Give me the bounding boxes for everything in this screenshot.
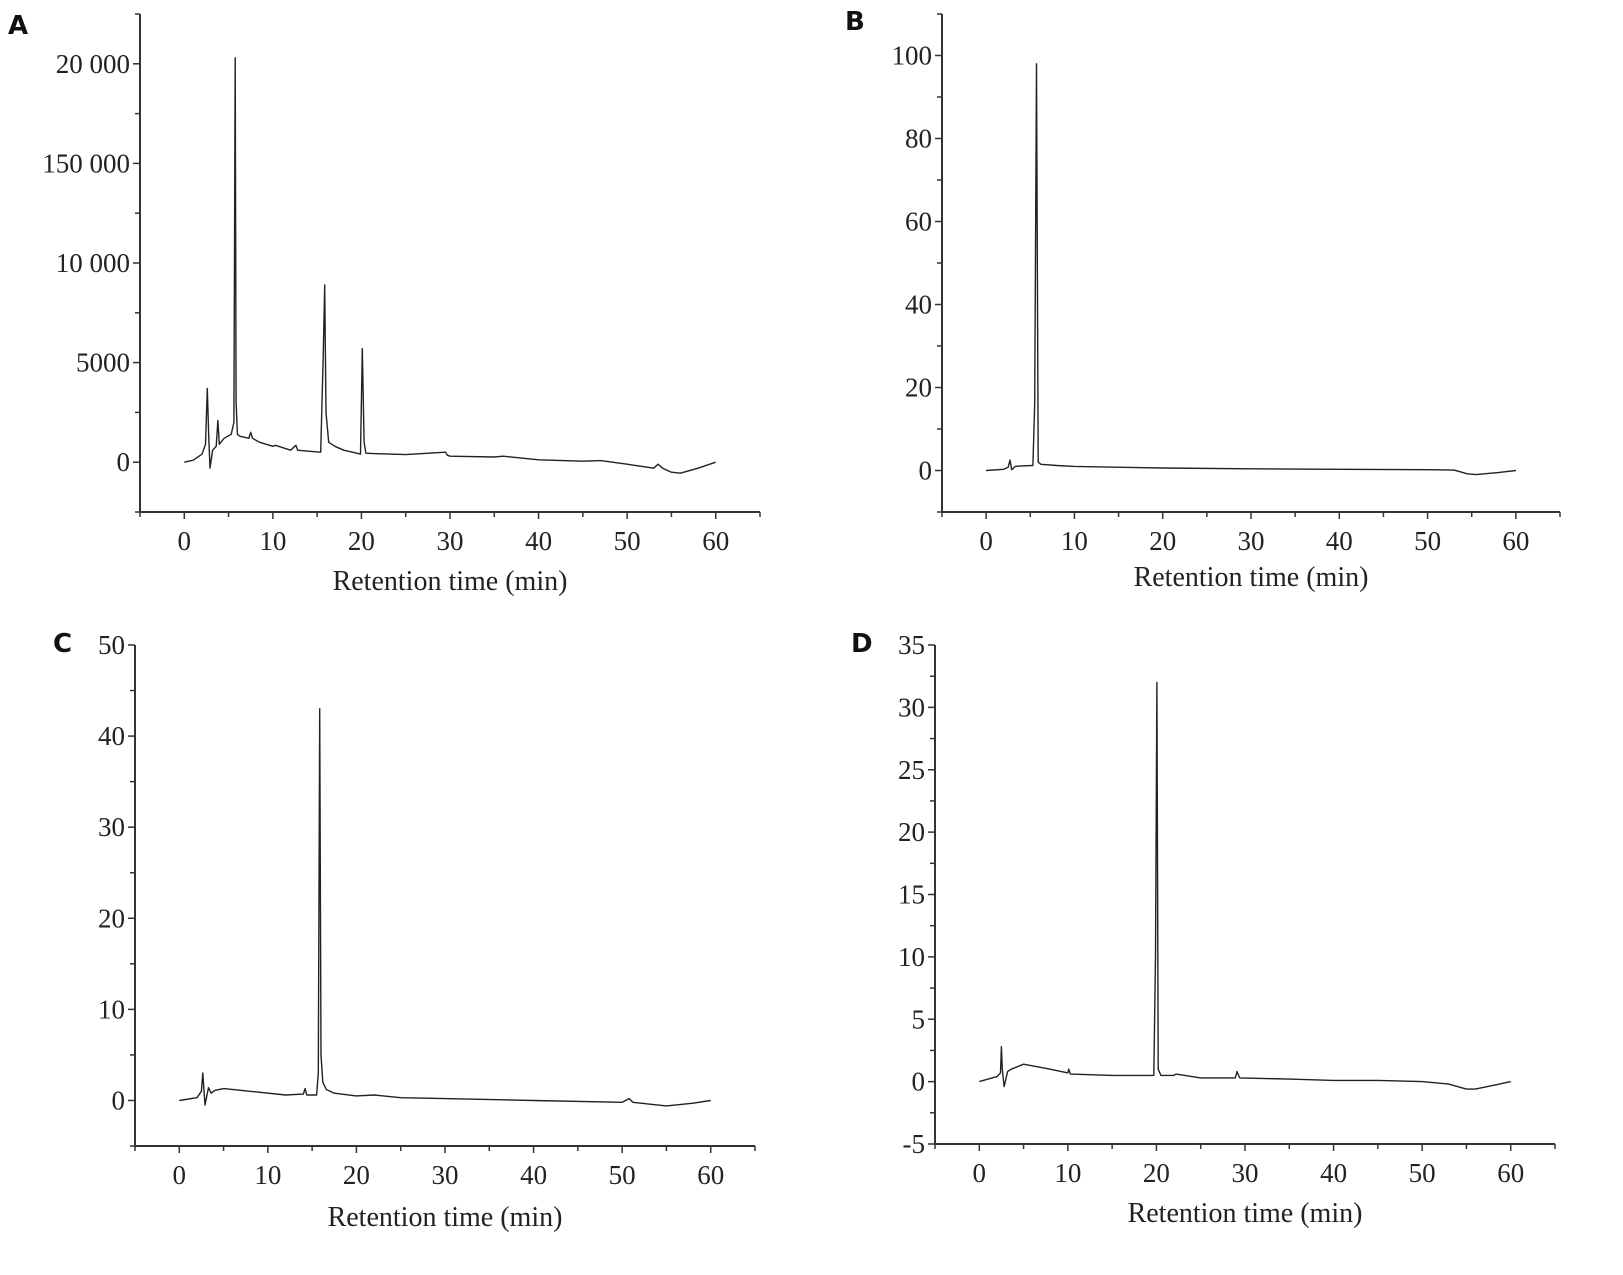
x-tick-label: 50 bbox=[1409, 1158, 1436, 1188]
y-tick-label: 100 bbox=[892, 41, 933, 71]
y-tick-label: 20 000 bbox=[56, 49, 130, 79]
y-tick-label: 0 bbox=[912, 1067, 926, 1097]
x-tick-label: 20 bbox=[1149, 526, 1176, 556]
y-tick-label: 40 bbox=[98, 721, 125, 751]
chromatogram-trace-b bbox=[986, 63, 1516, 476]
y-tick-label: 30 bbox=[98, 812, 125, 842]
panel-label: C bbox=[53, 629, 72, 659]
x-axis-title: Retention time (min) bbox=[328, 1202, 563, 1233]
chromatogram-trace-a bbox=[184, 57, 716, 474]
x-tick-label: 40 bbox=[1320, 1158, 1347, 1188]
y-tick-label: 60 bbox=[905, 207, 932, 237]
chromatogram-trace-c bbox=[179, 708, 711, 1107]
x-tick-label: 60 bbox=[697, 1160, 724, 1190]
x-tick-label: 60 bbox=[702, 526, 729, 556]
y-tick-label: 10 bbox=[98, 994, 125, 1024]
x-tick-label: 20 bbox=[1143, 1158, 1170, 1188]
y-tick-label: 0 bbox=[112, 1085, 126, 1115]
x-tick-label: 0 bbox=[973, 1158, 987, 1188]
x-tick-label: 50 bbox=[614, 526, 641, 556]
y-tick-label: 80 bbox=[905, 124, 932, 154]
x-tick-label: 0 bbox=[178, 526, 192, 556]
y-tick-label: 20 bbox=[98, 903, 125, 933]
chart-panel-b: B 0 20 40 60 80 100 0 10 20 30 40 50 60 Retention time… bbox=[845, 7, 1561, 593]
x-tick-label: 60 bbox=[1502, 526, 1529, 556]
x-tick-label: 40 bbox=[520, 1160, 547, 1190]
chart-panel-a: A 0 5000 10 000 150 000 20 000 0 10 20 30 40 50 60 Re… bbox=[8, 11, 761, 597]
y-tick-label: 20 bbox=[898, 817, 925, 847]
x-tick-label: 30 bbox=[1238, 526, 1265, 556]
x-axis-title: Retention time (min) bbox=[1134, 562, 1369, 593]
x-tick-label: 30 bbox=[1232, 1158, 1259, 1188]
y-tick-label: 35 bbox=[898, 630, 925, 660]
y-tick-label: 20 bbox=[905, 373, 932, 403]
x-tick-label: 30 bbox=[437, 526, 464, 556]
x-axis-title: Retention time (min) bbox=[333, 566, 568, 597]
x-tick-label: 20 bbox=[343, 1160, 370, 1190]
y-tick-label: 15 bbox=[898, 880, 925, 910]
y-tick-label: -5 bbox=[903, 1129, 926, 1159]
y-tick-label: 0 bbox=[919, 456, 933, 486]
panel-label: A bbox=[8, 11, 28, 41]
y-tick-label: 10 bbox=[898, 942, 925, 972]
y-tick-label: 25 bbox=[898, 755, 925, 785]
panel-label: D bbox=[851, 629, 873, 659]
y-tick-label: 10 000 bbox=[56, 248, 130, 278]
y-tick-label: 5 bbox=[912, 1004, 926, 1034]
x-tick-label: 50 bbox=[609, 1160, 636, 1190]
x-tick-label: 40 bbox=[525, 526, 552, 556]
x-tick-label: 10 bbox=[1061, 526, 1088, 556]
chart-panel-c: C 0 10 20 30 40 50 0 10 20 30 40 50 60 Retention time … bbox=[53, 629, 756, 1233]
chart-panel-d: D -5 0 5 10 15 20 25 30 35 0 10 20 30 40 50 60 Retention … bbox=[851, 629, 1556, 1229]
x-tick-label: 10 bbox=[254, 1160, 281, 1190]
y-tick-label: 0 bbox=[117, 447, 131, 477]
y-tick-label: 40 bbox=[905, 290, 932, 320]
x-axis-title: Retention time (min) bbox=[1128, 1198, 1363, 1229]
x-tick-label: 0 bbox=[979, 526, 993, 556]
x-tick-label: 0 bbox=[173, 1160, 187, 1190]
y-tick-label: 50 bbox=[98, 630, 125, 660]
panel-label: B bbox=[845, 7, 865, 37]
x-tick-label: 30 bbox=[432, 1160, 459, 1190]
x-tick-label: 10 bbox=[259, 526, 286, 556]
x-tick-label: 50 bbox=[1414, 526, 1441, 556]
y-tick-label: 5000 bbox=[76, 348, 130, 378]
x-tick-label: 40 bbox=[1326, 526, 1353, 556]
y-tick-label: 30 bbox=[898, 692, 925, 722]
y-tick-label: 150 000 bbox=[42, 148, 130, 178]
x-tick-label: 20 bbox=[348, 526, 375, 556]
chromatogram-trace-d bbox=[979, 681, 1511, 1090]
x-tick-label: 10 bbox=[1054, 1158, 1081, 1188]
x-tick-label: 60 bbox=[1497, 1158, 1524, 1188]
